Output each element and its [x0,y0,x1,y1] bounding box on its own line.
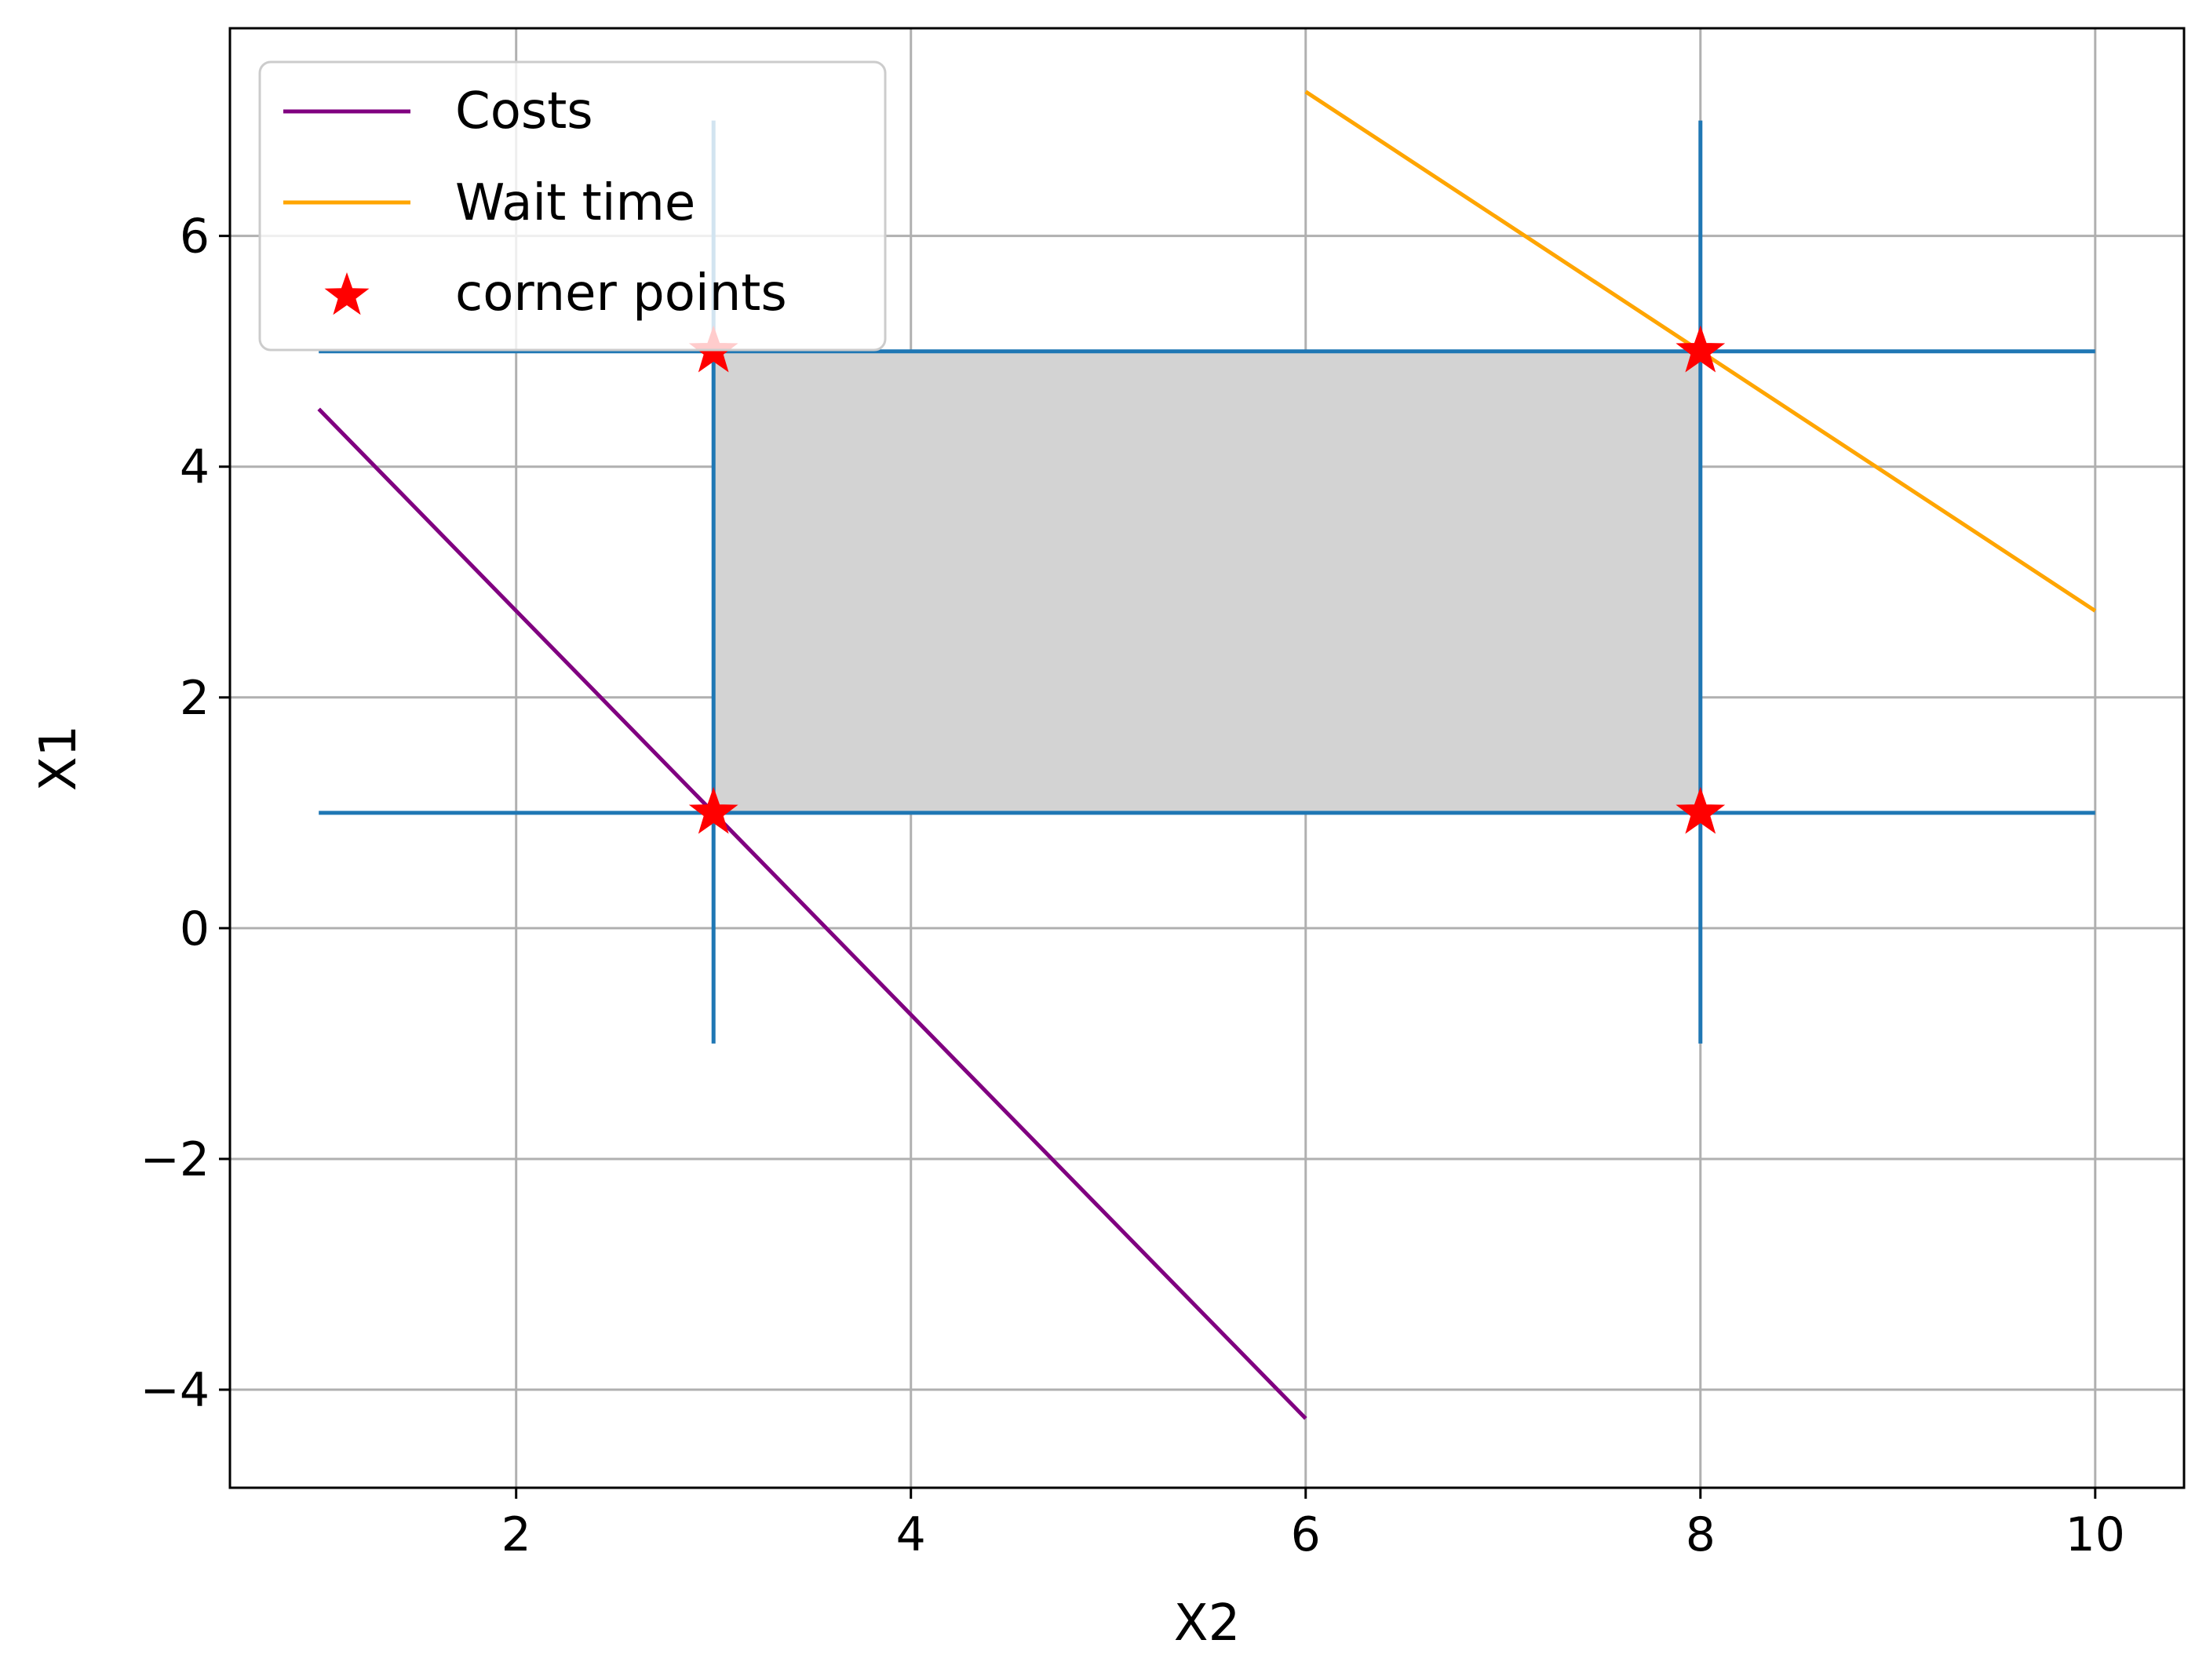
y-tick-label: 6 [180,210,210,264]
legend-corner-points-label: corner points [455,264,787,323]
x-tick-label: 2 [501,1507,531,1562]
y-tick-label: −4 [140,1363,210,1418]
y-axis-label: X1 [30,725,88,792]
x-tick-label: 6 [1291,1507,1321,1562]
legend-corner-points-marker [324,272,370,315]
y-tick-label: 4 [180,440,210,495]
corner-point-marker [1675,325,1726,373]
plot-frame [228,27,2186,1489]
y-tick-label: 0 [180,902,210,957]
constraint-lines [319,120,2095,1044]
feasible-region [713,351,1701,813]
y-tick-label: −2 [140,1132,210,1187]
series-line-costs [317,407,1307,1420]
y-tick-label: 2 [180,671,210,726]
legend-costs-label: Costs [455,82,593,140]
legend: Costs Wait time corner points [258,60,887,352]
ticks: 2 4 6 8 10 −4 −2 0 2 4 6 [140,210,2125,1562]
legend-wait-time-label: Wait time [455,174,695,232]
x-tick-label: 4 [896,1507,926,1562]
x-tick-label: 8 [1686,1507,1716,1562]
feasible-region-layer [713,351,1701,813]
corner-point-marker [688,786,738,834]
corner-point-marker [1675,786,1726,834]
legend-box [258,60,887,352]
x-tick-label: 10 [2066,1507,2125,1562]
x-axis-label: X2 [1174,1594,1241,1653]
